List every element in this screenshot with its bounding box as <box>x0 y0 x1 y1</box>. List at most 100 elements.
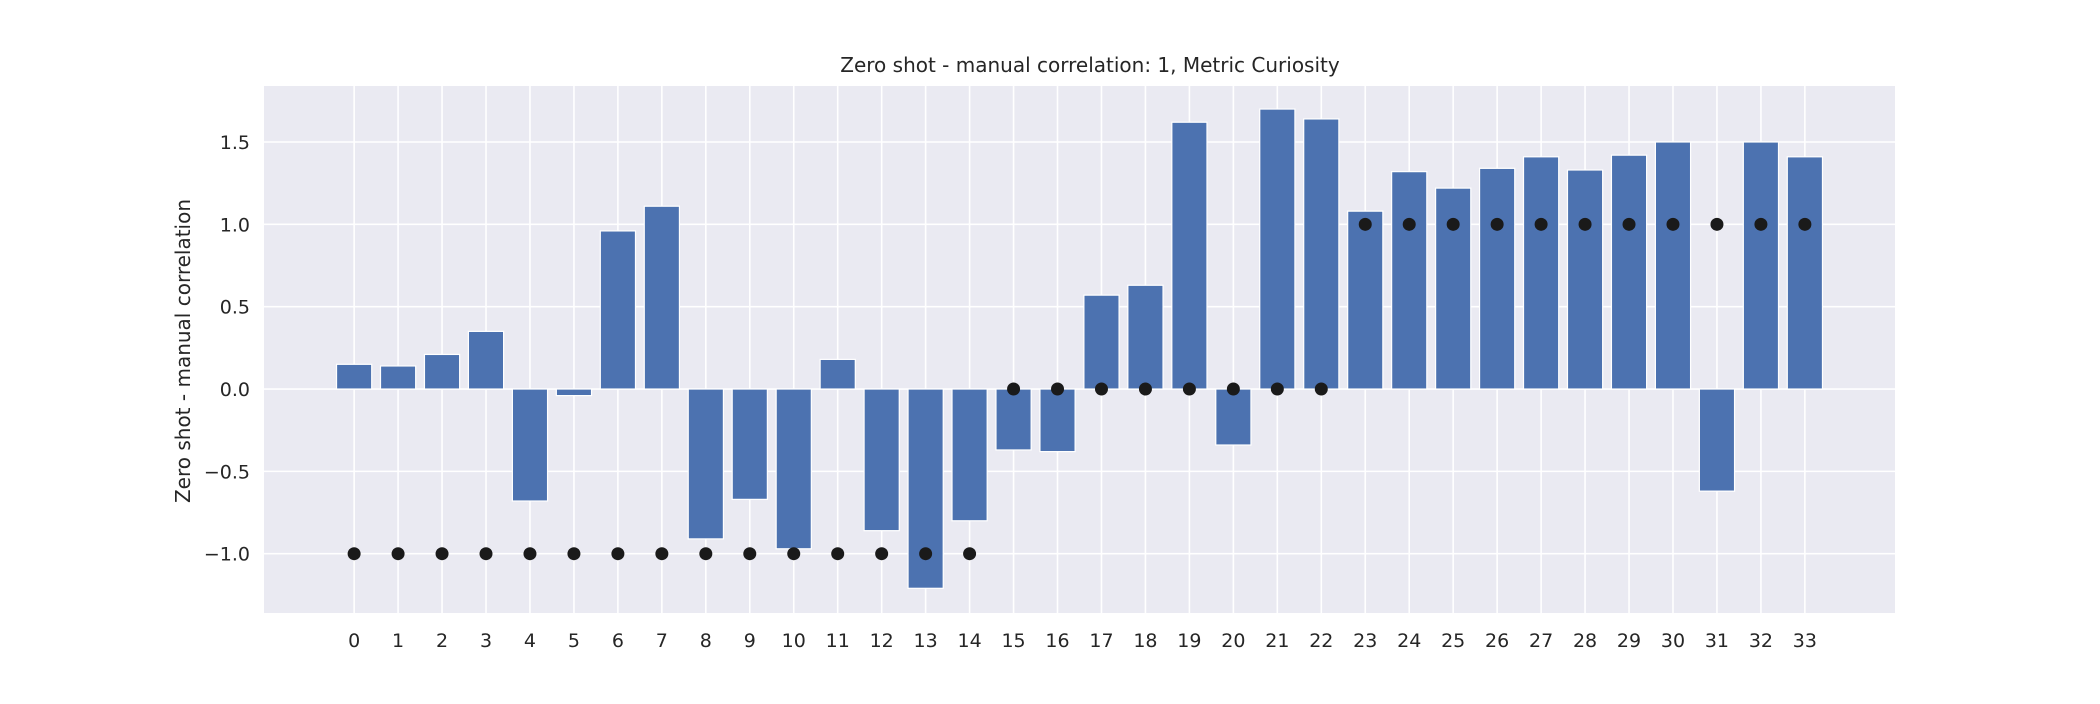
y-tick-label: −1.0 <box>204 544 250 566</box>
scatter-point <box>567 547 581 561</box>
bar <box>1303 118 1340 390</box>
x-tick-label: 10 <box>782 630 806 652</box>
bar <box>951 388 988 522</box>
x-tick-label: 31 <box>1705 630 1729 652</box>
scatter-point <box>963 547 977 561</box>
scatter-point <box>1710 217 1724 231</box>
x-tick-label: 7 <box>656 630 668 652</box>
x-tick-label: 13 <box>914 630 938 652</box>
scatter-point <box>347 547 361 561</box>
x-tick-label: 28 <box>1573 630 1597 652</box>
plot-background <box>264 86 1895 613</box>
bar <box>1434 187 1472 390</box>
scatter-point <box>1534 217 1548 231</box>
x-tick-label: 8 <box>700 630 712 652</box>
bar <box>1083 294 1120 390</box>
scatter-point <box>1666 217 1680 231</box>
scatter-point <box>1270 382 1284 396</box>
bar <box>1654 141 1692 390</box>
x-tick-label: 18 <box>1133 630 1157 652</box>
x-tick-label: 2 <box>436 630 448 652</box>
x-tick-label: 22 <box>1309 630 1333 652</box>
y-tick-label: 1.0 <box>220 214 250 236</box>
x-tick-label: 1 <box>392 630 404 652</box>
bar <box>511 388 549 502</box>
bar <box>335 363 373 390</box>
bar <box>819 358 856 390</box>
scatter-point <box>919 547 933 561</box>
scatter-point <box>1226 382 1240 396</box>
scatter-point <box>1182 382 1196 396</box>
x-tick-label: 29 <box>1617 630 1641 652</box>
bar <box>1786 156 1824 390</box>
scatter-point <box>1402 217 1416 231</box>
x-tick-label: 30 <box>1661 630 1685 652</box>
bar <box>467 330 505 390</box>
chart-title: Zero shot - manual correlation: 1, Metri… <box>840 53 1340 77</box>
bar <box>1127 284 1164 390</box>
scatter-point <box>1138 382 1152 396</box>
x-tick-label: 20 <box>1221 630 1245 652</box>
scatter-point <box>787 547 801 561</box>
bar <box>1478 167 1516 390</box>
bar <box>1610 154 1648 390</box>
x-tick-label: 17 <box>1089 630 1113 652</box>
x-tick-label: 0 <box>348 630 360 652</box>
x-tick-label: 16 <box>1045 630 1069 652</box>
x-tick-label: 3 <box>480 630 492 652</box>
scatter-point <box>875 547 889 561</box>
scatter-point <box>1314 382 1328 396</box>
scatter-point <box>1007 382 1021 396</box>
x-tick-label: 21 <box>1265 630 1289 652</box>
bar <box>731 388 768 500</box>
bar <box>1171 121 1208 390</box>
bar <box>995 388 1032 451</box>
x-tick-label: 14 <box>958 630 982 652</box>
x-tick-label: 5 <box>568 630 580 652</box>
bar <box>863 388 900 532</box>
bar <box>1215 388 1252 446</box>
y-axis-label: Zero shot - manual correlation <box>171 199 195 503</box>
bar <box>1566 169 1604 390</box>
x-tick-label: 27 <box>1529 630 1553 652</box>
bar <box>599 230 637 390</box>
y-tick-label: 1.5 <box>220 132 250 154</box>
y-tick-label: −0.5 <box>204 461 250 483</box>
scatter-point <box>611 547 625 561</box>
scatter-point <box>1358 217 1372 231</box>
scatter-series <box>347 217 1812 561</box>
x-tick-label: 32 <box>1749 630 1773 652</box>
bar <box>643 205 681 390</box>
x-tick-label: 15 <box>1001 630 1025 652</box>
scatter-point <box>1798 217 1812 231</box>
scatter-point <box>831 547 845 561</box>
scatter-point <box>743 547 757 561</box>
x-tick-label: 23 <box>1353 630 1377 652</box>
scatter-point <box>699 547 713 561</box>
scatter-point <box>523 547 537 561</box>
scatter-point <box>479 547 493 561</box>
x-tick-label: 25 <box>1441 630 1465 652</box>
y-tick-labels: −1.0 −0.5 0.0 0.5 1.0 1.5 <box>204 132 250 566</box>
bar <box>555 388 593 397</box>
bar <box>1698 388 1736 492</box>
bar <box>1259 108 1296 390</box>
x-tick-label: 24 <box>1397 630 1421 652</box>
y-tick-label: 0.5 <box>220 297 250 319</box>
bar <box>687 388 725 540</box>
x-tick-label: 6 <box>612 630 624 652</box>
bar-series <box>335 108 1824 589</box>
scatter-point <box>1094 382 1108 396</box>
bar <box>379 365 417 390</box>
bar <box>423 353 461 390</box>
bar <box>1522 156 1560 390</box>
bar <box>775 388 812 550</box>
scatter-point <box>1578 217 1592 231</box>
x-tick-labels: 0 1 2 3 4 5 6 7 8 9 10 11 12 13 14 15 16 17 18 19 20 21 22 23 24… <box>348 630 1817 652</box>
scatter-point <box>1622 217 1636 231</box>
scatter-point <box>391 547 405 561</box>
x-tick-label: 26 <box>1485 630 1509 652</box>
x-tick-label: 4 <box>524 630 536 652</box>
